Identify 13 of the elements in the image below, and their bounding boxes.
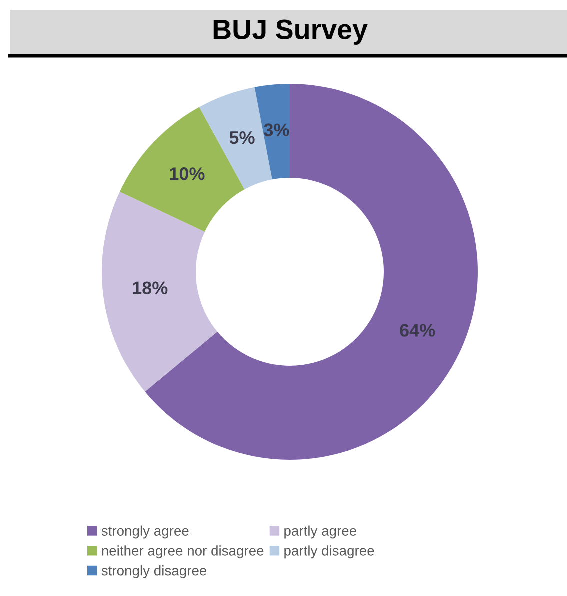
- data-label: 5%: [230, 131, 255, 144]
- donut-slice: [102, 192, 218, 392]
- legend-label: neither agree nor disagree: [102, 546, 264, 559]
- legend-label: strongly agree: [102, 526, 189, 539]
- data-label: 10%: [170, 168, 205, 180]
- legend-label: strongly disagree: [102, 566, 207, 578]
- legend-label: partly agree: [284, 526, 356, 539]
- data-label: 18%: [133, 282, 168, 295]
- data-label: 64%: [400, 324, 436, 337]
- legend-label: partly disagree: [284, 546, 374, 559]
- data-label: 3%: [264, 124, 290, 136]
- chart-title: BUJ Survey: [214, 20, 368, 45]
- donut-slice: [254, 84, 290, 180]
